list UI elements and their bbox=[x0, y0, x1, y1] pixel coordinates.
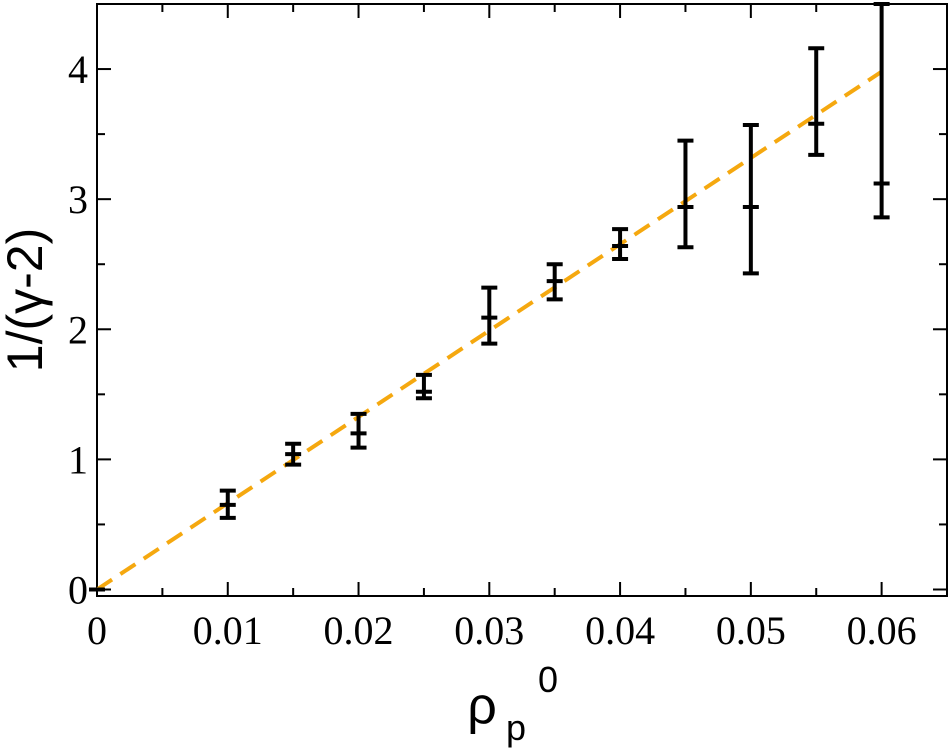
data-point bbox=[285, 441, 302, 467]
x-tick-label: 0 bbox=[87, 608, 107, 653]
x-axis-label: ρ p 0 bbox=[467, 659, 558, 748]
y-tick-label: 0 bbox=[68, 567, 88, 612]
data-point bbox=[612, 227, 629, 262]
x-tick-label: 0.06 bbox=[847, 608, 917, 653]
data-point bbox=[350, 411, 367, 450]
data-point bbox=[219, 488, 236, 520]
x-tick-label: 0.03 bbox=[454, 608, 524, 653]
data-point bbox=[873, 2, 890, 220]
x-tick-label: 0.02 bbox=[324, 608, 394, 653]
data-point bbox=[481, 285, 498, 346]
x-axis-label-superscript: 0 bbox=[538, 659, 558, 700]
data-point bbox=[742, 123, 759, 276]
y-axis-label: 1/(γ-2) bbox=[0, 228, 53, 372]
x-tick-labels: 0 0.01 0.02 0.03 0.04 0.05 0.06 bbox=[87, 608, 917, 653]
y-tick-label: 1 bbox=[68, 437, 88, 482]
axis-ticks bbox=[96, 4, 948, 596]
plot-frame bbox=[96, 3, 948, 597]
x-axis-label-main: ρ bbox=[467, 677, 497, 735]
x-tick-label: 0.01 bbox=[193, 608, 263, 653]
x-tick-label: 0.04 bbox=[585, 608, 655, 653]
y-tick-labels: 0 1 2 3 4 bbox=[68, 47, 88, 612]
y-tick-label: 3 bbox=[68, 177, 88, 222]
data-point bbox=[546, 262, 563, 302]
x-axis-label-subscript: p bbox=[506, 707, 526, 748]
y-tick-label: 2 bbox=[68, 307, 88, 352]
x-tick-label: 0.05 bbox=[716, 608, 786, 653]
errorbar-layer bbox=[89, 2, 890, 592]
data-point bbox=[808, 46, 825, 157]
y-tick-label: 4 bbox=[68, 47, 88, 92]
data-point bbox=[415, 372, 432, 401]
data-point bbox=[677, 138, 694, 250]
